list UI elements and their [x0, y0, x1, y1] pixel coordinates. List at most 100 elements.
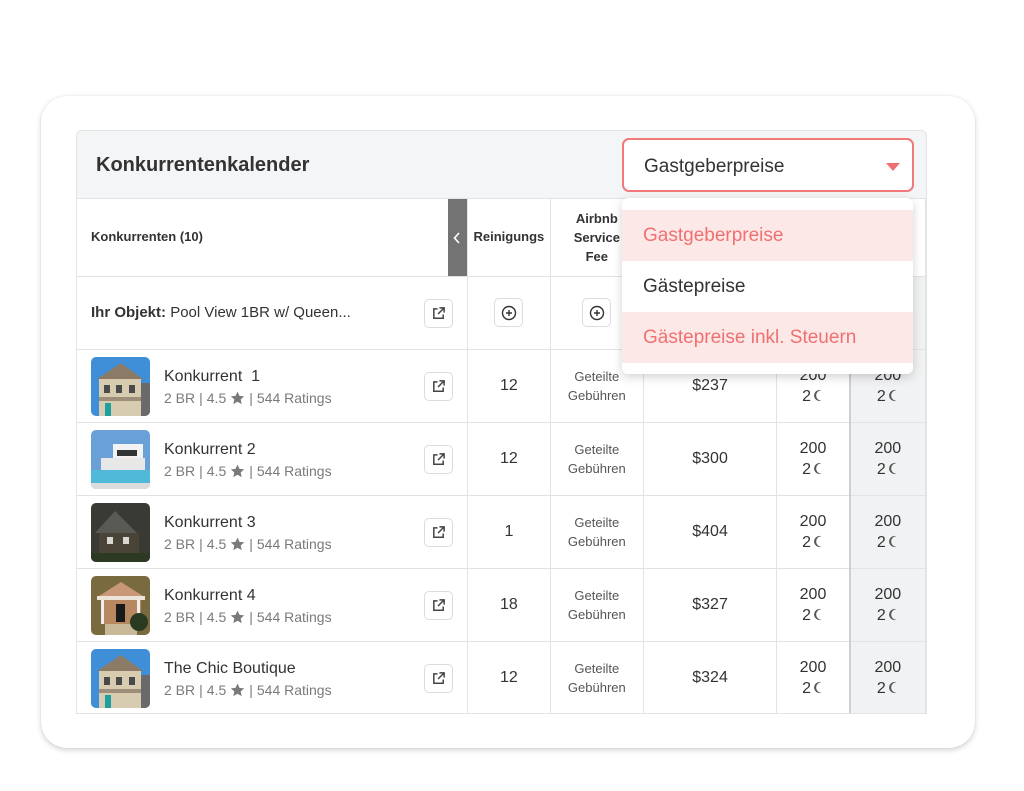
service-fee-line1: Geteilte	[574, 660, 620, 676]
date-2-cell[interactable]: 200 2	[848, 421, 926, 496]
moon-icon	[888, 462, 897, 474]
date-2-min-nights: 2	[876, 387, 886, 405]
competitor-meta: 2 BR | 4.5 | 544 Ratings	[164, 535, 332, 552]
ratings-count: 544 Ratings	[256, 535, 332, 552]
competitor-cell: Konkurrent 1 2 BR | 4.5 | 544 Ratings	[77, 348, 468, 423]
competitor-cell: Konkurrent 3 2 BR | 4.5 | 544 Ratings	[77, 494, 468, 569]
own-listing-name: Pool View 1BR w/ Queen...	[170, 303, 351, 321]
date-1-min-nights: 2	[802, 533, 811, 551]
add-service-fee-button[interactable]	[582, 298, 612, 327]
plus-circle-icon	[501, 305, 517, 320]
date-2-price: 200	[874, 658, 902, 676]
bedrooms: 2 BR	[164, 535, 196, 552]
price-cell: $324	[642, 640, 778, 713]
moon-icon	[814, 535, 822, 547]
cleaning-fee-cell: 18	[466, 567, 551, 642]
header-competitors: Konkurrenten (10)	[77, 199, 468, 277]
date-2-min-nights: 2	[876, 533, 886, 551]
service-fee-line1: Geteilte	[574, 587, 620, 603]
competitor-meta: 2 BR | 4.5 | 544 Ratings	[164, 389, 332, 406]
date-1-cell[interactable]: 200 2	[776, 494, 851, 569]
bedrooms: 2 BR	[164, 462, 196, 479]
header-cleaning: Reinigungs	[466, 199, 551, 277]
option-gaestepreise-inkl-steuern[interactable]: Gästepreise inkl. Steuern	[622, 312, 913, 363]
header-service-fee-line3: Fee	[585, 248, 609, 264]
service-fee-line2: Gebühren	[567, 679, 626, 695]
own-cleaning-cell	[466, 275, 551, 350]
listing-thumbnail	[91, 356, 150, 416]
date-2-price: 200	[874, 585, 902, 603]
competitor-name: Konkurrent 3	[164, 513, 256, 531]
date-2-min-nights: 2	[876, 460, 886, 478]
rating: 4.5	[206, 535, 227, 552]
collapse-column-button[interactable]	[447, 199, 467, 276]
external-link-icon	[433, 306, 445, 319]
service-fee-cell: Geteilte Gebühren	[549, 567, 644, 642]
price-type-select[interactable]: Gastgeberpreise	[622, 138, 914, 192]
star-icon	[231, 683, 245, 696]
competitor-meta: 2 BR | 4.5 | 544 Ratings	[164, 608, 332, 625]
external-link-icon	[433, 452, 445, 465]
open-listing-button[interactable]	[423, 663, 453, 693]
service-fee-line1: Geteilte	[574, 441, 620, 457]
date-1-min-nights: 2	[802, 606, 811, 624]
external-link-icon	[433, 671, 445, 684]
competitor-cell: The Chic Boutique 2 BR | 4.5 | 544 Ratings	[77, 640, 468, 713]
date-1-price: 200	[799, 439, 827, 457]
service-fee-cell: Geteilte Gebühren	[549, 494, 644, 569]
service-fee-line1: Geteilte	[574, 514, 620, 530]
open-own-listing-button[interactable]	[423, 298, 453, 328]
star-icon	[231, 464, 245, 477]
moon-icon	[888, 608, 897, 620]
competitors-count-label: Konkurrenten (10)	[91, 229, 203, 244]
moon-icon	[888, 681, 897, 693]
date-1-cell[interactable]: 200 2	[776, 421, 851, 496]
cleaning-fee-cell: 12	[466, 348, 551, 423]
add-cleaning-fee-button[interactable]	[494, 298, 524, 327]
date-1-min-nights: 2	[802, 460, 811, 478]
own-listing-label: Ihr Objekt:	[91, 303, 167, 321]
competitor-table: Konkurrenten (10) Reinigungs Airbnb Serv…	[77, 199, 926, 713]
bedrooms: 2 BR	[164, 608, 196, 625]
card-title: Konkurrentenkalender	[96, 154, 310, 176]
service-fee-line2: Gebühren	[567, 387, 626, 403]
ratings-count: 544 Ratings	[256, 608, 332, 625]
ratings-count: 544 Ratings	[256, 389, 332, 406]
price-cell: $300	[642, 421, 778, 496]
caret-down-icon	[886, 163, 900, 171]
header-service-fee-line2: Service	[573, 229, 620, 245]
competitor-name: The Chic Boutique	[164, 659, 296, 677]
competitor-name: Konkurrent 2	[164, 440, 256, 458]
rating: 4.5	[206, 389, 227, 406]
date-1-price: 200	[799, 512, 827, 530]
date-1-price: 200	[799, 658, 827, 676]
date-2-cell[interactable]: 200 2	[848, 640, 926, 713]
open-listing-button[interactable]	[423, 590, 453, 620]
open-listing-button[interactable]	[423, 517, 453, 547]
ratings-count: 544 Ratings	[256, 681, 332, 698]
star-icon	[231, 537, 245, 550]
rating: 4.5	[206, 608, 227, 625]
date-1-cell[interactable]: 200 2	[776, 640, 851, 713]
rating: 4.5	[206, 681, 227, 698]
external-link-icon	[433, 379, 445, 392]
option-gaestepreise[interactable]: Gästepreise	[643, 275, 746, 297]
option-gastgeberpreise[interactable]: Gastgeberpreise	[622, 210, 913, 261]
open-listing-button[interactable]	[423, 444, 453, 474]
service-fee-cell: Geteilte Gebühren	[549, 640, 644, 713]
date-2-cell[interactable]: 200 2	[848, 567, 926, 642]
listing-thumbnail	[91, 648, 150, 708]
open-listing-button[interactable]	[423, 371, 453, 401]
service-fee-line2: Gebühren	[567, 533, 626, 549]
price-cell: $404	[642, 494, 778, 569]
competitor-cell: Konkurrent 4 2 BR | 4.5 | 544 Ratings	[77, 567, 468, 642]
listing-thumbnail	[91, 502, 150, 562]
date-2-cell[interactable]: 200 2	[848, 494, 926, 569]
listing-thumbnail	[91, 575, 150, 635]
cleaning-fee-cell: 12	[466, 640, 551, 713]
moon-icon	[814, 681, 822, 693]
competitor-meta: 2 BR | 4.5 | 544 Ratings	[164, 462, 332, 479]
date-1-cell[interactable]: 200 2	[776, 567, 851, 642]
competitor-cell: Konkurrent 2 2 BR | 4.5 | 544 Ratings	[77, 421, 468, 496]
